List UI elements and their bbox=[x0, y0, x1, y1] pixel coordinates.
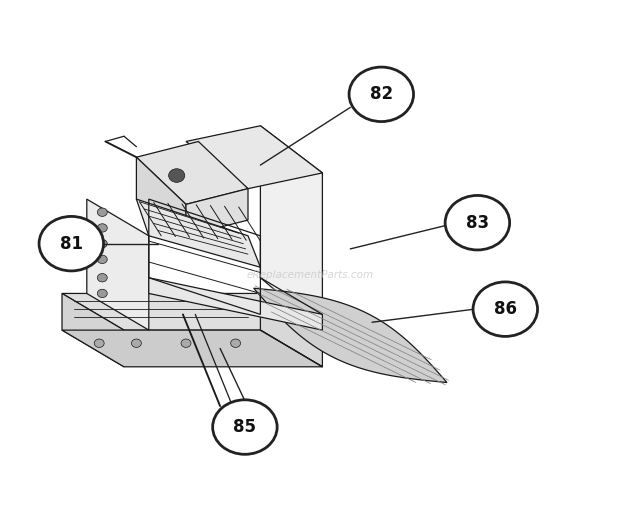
Circle shape bbox=[169, 169, 185, 182]
Polygon shape bbox=[136, 199, 260, 267]
Polygon shape bbox=[186, 126, 322, 189]
Polygon shape bbox=[136, 141, 248, 204]
Polygon shape bbox=[62, 293, 322, 330]
Circle shape bbox=[131, 339, 141, 347]
Text: 85: 85 bbox=[233, 418, 257, 436]
Polygon shape bbox=[186, 189, 248, 236]
Polygon shape bbox=[62, 330, 322, 367]
Circle shape bbox=[97, 255, 107, 264]
Polygon shape bbox=[136, 157, 186, 236]
Polygon shape bbox=[260, 126, 322, 330]
Circle shape bbox=[213, 400, 277, 454]
Polygon shape bbox=[62, 293, 124, 367]
Polygon shape bbox=[149, 278, 322, 330]
Polygon shape bbox=[87, 199, 149, 330]
Circle shape bbox=[97, 224, 107, 232]
Text: 81: 81 bbox=[60, 235, 83, 253]
Circle shape bbox=[349, 67, 414, 122]
Circle shape bbox=[97, 274, 107, 282]
Circle shape bbox=[94, 339, 104, 347]
Circle shape bbox=[181, 339, 191, 347]
Polygon shape bbox=[254, 288, 447, 383]
Circle shape bbox=[97, 208, 107, 216]
Text: 83: 83 bbox=[466, 214, 489, 232]
Circle shape bbox=[231, 339, 241, 347]
Circle shape bbox=[473, 282, 538, 336]
Polygon shape bbox=[260, 293, 322, 367]
Text: eReplacementParts.com: eReplacementParts.com bbox=[246, 270, 374, 280]
Text: 82: 82 bbox=[370, 85, 393, 103]
Text: 86: 86 bbox=[494, 300, 517, 318]
Circle shape bbox=[97, 289, 107, 298]
Circle shape bbox=[445, 195, 510, 250]
Circle shape bbox=[97, 239, 107, 248]
Circle shape bbox=[39, 216, 104, 271]
